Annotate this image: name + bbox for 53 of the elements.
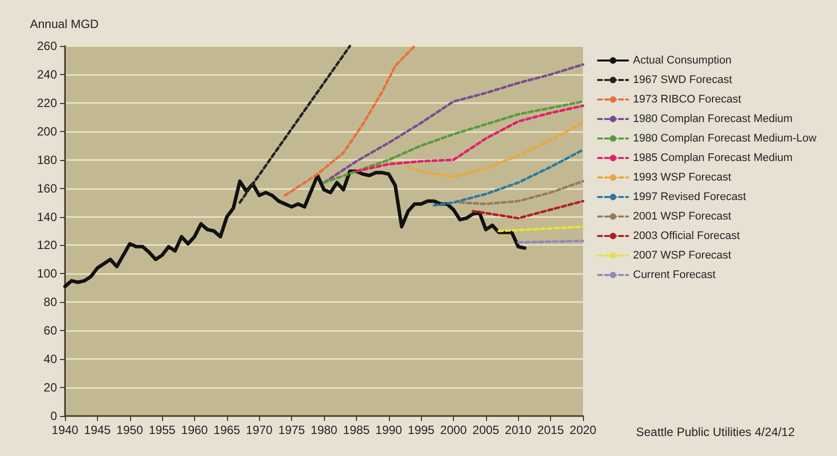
line-series [458,180,584,206]
y-tick-label: 160 [36,181,58,196]
x-tick-label: 1955 [148,423,176,437]
line-series [284,44,416,197]
legend-label: 1967 SWD Forecast [633,74,732,86]
x-tick-label: 1965 [214,423,241,437]
text: Seattle Public Utilities 4/24/12 [636,425,796,439]
legend-label: 2007 WSP Forecast [633,250,732,262]
line-series [322,63,584,184]
x-tick-label: 2010 [504,423,532,437]
x-tick-label: 2015 [537,423,564,437]
x-tick-label: 1940 [52,423,79,437]
y-tick-label: 240 [36,67,58,82]
y-tick-label: 120 [36,238,58,252]
y-tick-label: 100 [36,266,58,281]
line-series [63,169,526,288]
line-series [432,148,584,207]
y-tick-label: 20 [44,380,58,395]
x-tick-label: 2005 [472,423,500,437]
legend-label: 1993 WSP Forecast [633,172,732,184]
y-tick-label: 80 [44,295,58,310]
legend-label: 1985 Complan Forecast Medium [633,152,793,164]
line-series [406,122,584,178]
x-tick-label: 2000 [440,423,468,437]
x-tick-label: 1985 [343,423,370,437]
line-series [322,100,584,184]
x-tick-label: 1975 [278,423,306,437]
legend-label: 1980 Complan Forecast Medium [633,113,793,125]
x-tick-label: 1970 [246,423,273,437]
x-tick-label: 1990 [375,423,402,437]
legend-label: 1980 Complan Forecast Medium-Low [633,132,816,144]
legend-label: Actual Consumption [633,54,732,66]
y-tick-label: 60 [44,324,58,338]
y-tick-label: 0 [50,409,58,423]
y-tick-label: 260 [36,39,58,53]
legend-label: Current Forecast [633,269,716,281]
x-tick-label: 2020 [570,423,597,437]
y-tick-label: 140 [36,210,58,224]
y-tick-label: 220 [36,96,58,110]
y-axis-title: Annual MGD [30,17,100,31]
legend-label: 2001 WSP Forecast [633,210,732,222]
x-tick-label: 1945 [84,423,112,437]
y-tick-label: 180 [36,152,58,167]
legend-label: 1997 Revised Forecast [633,191,746,203]
x-tick-label: 1960 [181,423,208,437]
legend-label: 1973 RIBCO Forecast [633,94,742,106]
y-tick-label: 40 [44,352,58,366]
legend-label: 2003 Official Forecast [633,230,740,242]
y-tick-label: 200 [36,124,58,138]
line-series [355,104,584,172]
x-tick-label: 1950 [116,423,144,437]
x-tick-label: 1980 [310,423,338,437]
x-tick-label: 1995 [408,423,435,437]
